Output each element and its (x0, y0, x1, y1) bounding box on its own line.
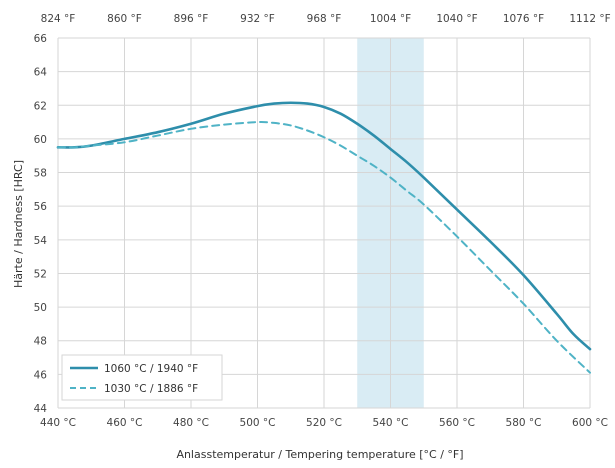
y-tick-label: 58 (34, 168, 47, 180)
x-axis-title: Anlasstemperatur / Tempering temperature… (176, 448, 463, 461)
x-tick-label: 460 °C (107, 417, 143, 429)
x2-tick-label: 932 °F (240, 13, 275, 25)
legend-label-series-2: 1030 °C / 1886 °F (104, 383, 198, 395)
y-tick-label: 54 (34, 235, 48, 247)
y-tick-label: 56 (34, 201, 48, 213)
legend: 1060 °C / 1940 °F 1030 °C / 1886 °F (61, 354, 223, 401)
x2-tick-label: 824 °F (41, 13, 76, 25)
series-line-1030 (57, 121, 591, 374)
y-tick-label: 66 (34, 33, 48, 45)
y-tick-label: 46 (34, 369, 48, 381)
y-tick-label: 62 (34, 100, 47, 112)
x2-tick-label: 896 °F (174, 13, 209, 25)
series-line-1060 (56, 101, 592, 351)
x-tick-label: 560 °C (439, 417, 475, 429)
x2-tick-label: 1040 °F (436, 13, 477, 25)
x2-tick-label: 1076 °F (503, 13, 544, 25)
x2-tick-label: 860 °F (107, 13, 142, 25)
x-tick-label: 440 °C (40, 417, 76, 429)
legend-label-series-1: 1060 °C / 1940 °F (104, 363, 198, 375)
x2-tick-label: 1112 °F (569, 13, 610, 25)
legend-box (61, 354, 223, 401)
y-tick-label: 44 (34, 403, 48, 415)
series-layer (56, 101, 592, 374)
y-tick-label: 48 (34, 336, 47, 348)
x-tick-label: 520 °C (306, 417, 342, 429)
x-tick-label: 480 °C (173, 417, 209, 429)
x-tick-label: 580 °C (506, 417, 542, 429)
y-tick-label: 60 (34, 134, 47, 146)
y-tick-label: 52 (34, 268, 47, 280)
x-tick-label: 600 °C (572, 417, 608, 429)
grid-layer (57, 37, 591, 409)
y-tick-label: 64 (34, 67, 48, 79)
x-tick-label: 500 °C (240, 417, 276, 429)
x2-tick-label: 968 °F (307, 13, 342, 25)
tick-label-layer: 440 °C 460 °C 480 °C 500 °C 520 °C 540 °C 560 … (34, 13, 611, 429)
x-tick-label: 540 °C (373, 417, 409, 429)
y-tick-label: 50 (34, 302, 47, 314)
y-axis-title: Härte / Hardness [HRC] (12, 160, 25, 288)
x2-tick-label: 1004 °F (370, 13, 411, 25)
